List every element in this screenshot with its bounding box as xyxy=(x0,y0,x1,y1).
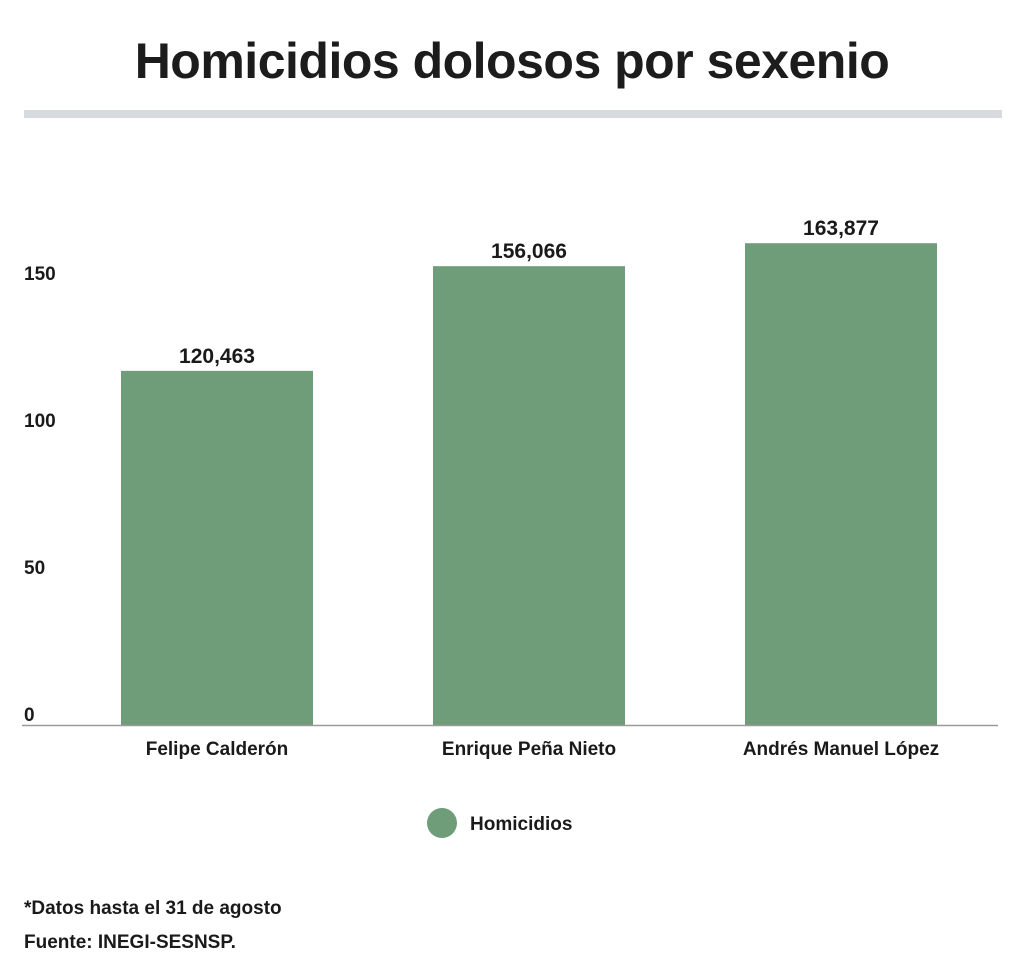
bar-value-label: 120,463 xyxy=(179,345,255,368)
bar-value-label: 156,066 xyxy=(491,240,567,263)
title-divider xyxy=(24,110,1002,118)
footnote-source: Fuente: INEGI-SESNSP. xyxy=(24,932,236,953)
x-category-label: Andrés Manuel López xyxy=(743,739,939,760)
bar-chart: 0 50 100 150 120,463 Felipe Calderón 156,066 En… xyxy=(22,217,998,838)
y-tick-label: 100 xyxy=(24,411,56,432)
bar xyxy=(433,266,625,725)
bar xyxy=(121,370,313,725)
legend-label: Homicidios xyxy=(470,814,572,835)
y-tick-label: 150 xyxy=(24,264,56,285)
bar xyxy=(745,243,937,726)
x-category-label: Enrique Peña Nieto xyxy=(442,739,616,760)
footnote-note: *Datos hasta el 31 de agosto xyxy=(24,898,282,919)
legend-swatch xyxy=(427,808,457,838)
y-tick-label: 0 xyxy=(24,705,35,726)
chart-title: Homicidios dolosos por sexenio xyxy=(134,33,890,89)
bar-value-label: 163,877 xyxy=(803,217,879,240)
x-category-label: Felipe Calderón xyxy=(146,739,289,760)
y-tick-label: 50 xyxy=(24,558,45,579)
